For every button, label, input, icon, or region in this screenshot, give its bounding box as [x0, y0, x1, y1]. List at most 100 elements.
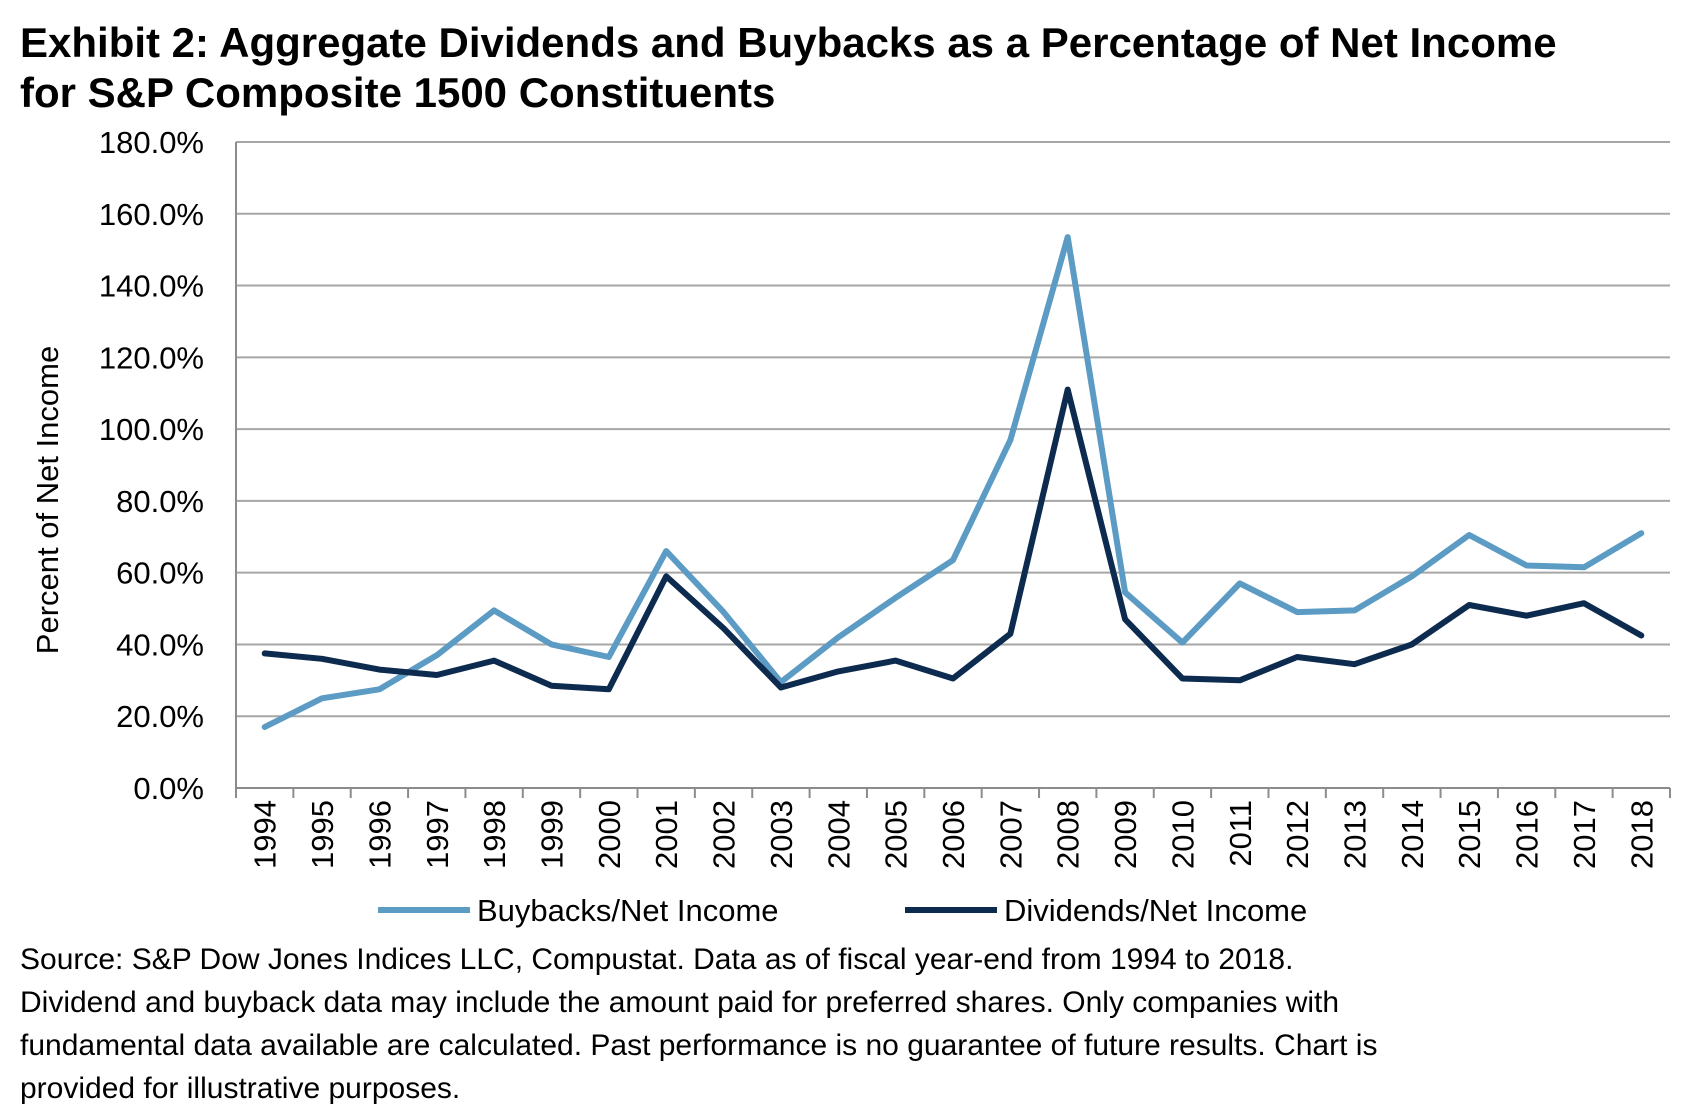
gridlines — [236, 141, 1670, 718]
source-note: Source: S&P Dow Jones Indices LLC, Compu… — [20, 938, 1690, 1110]
y-axis-tick-labels: 0.0% 20.0% 40.0% 60.0% 80.0% 100.0% 120.0% 140.… — [99, 125, 204, 806]
axes — [235, 142, 1671, 798]
chart-title: Exhibit 2: Aggregate Dividends and Buyba… — [20, 18, 1690, 118]
x-tick-label: 1997 — [420, 800, 455, 869]
data-point — [1065, 387, 1071, 393]
x-tick-label: 2001 — [649, 800, 684, 869]
x-tick-label: 2006 — [936, 800, 971, 869]
data-point — [1179, 640, 1185, 646]
y-tick-label: 60.0% — [116, 556, 204, 591]
x-tick-label: 1999 — [534, 800, 569, 869]
data-point — [434, 672, 440, 678]
data-point — [1065, 234, 1071, 240]
data-point — [606, 654, 612, 660]
data-point — [721, 625, 727, 631]
legend: Buybacks/Net Income Dividends/Net Income — [378, 893, 1307, 928]
data-point — [950, 557, 956, 563]
data-point — [1466, 602, 1472, 608]
series-line-buybacks — [261, 234, 1645, 730]
data-point — [1352, 607, 1358, 613]
data-point — [262, 724, 268, 730]
series-lines — [261, 234, 1645, 730]
data-point — [319, 695, 325, 701]
x-tick-label: 2007 — [993, 800, 1028, 869]
data-point — [893, 658, 899, 664]
data-point — [491, 607, 497, 613]
data-point — [950, 676, 956, 682]
x-tick-label: 1994 — [248, 800, 283, 869]
data-point — [491, 658, 497, 664]
data-point — [319, 656, 325, 662]
data-point — [663, 548, 669, 554]
y-axis-title: Percent of Net Income — [30, 346, 65, 654]
x-tick-label: 2011 — [1223, 800, 1258, 867]
data-point — [1638, 530, 1644, 536]
y-tick-label: 40.0% — [116, 627, 204, 662]
y-tick-label: 80.0% — [116, 484, 204, 519]
chart-title-line-2: for S&P Composite 1500 Constituents — [20, 69, 776, 116]
data-point — [893, 595, 899, 601]
data-point — [262, 650, 268, 656]
data-point — [548, 641, 554, 647]
y-tick-label: 100.0% — [99, 412, 204, 447]
x-tick-label: 2012 — [1280, 800, 1315, 869]
data-point — [376, 667, 382, 673]
legend-label-dividends: Dividends/Net Income — [1004, 893, 1307, 928]
data-point — [606, 686, 612, 692]
data-point — [1466, 532, 1472, 538]
x-tick-label: 2000 — [592, 800, 627, 869]
source-note-line-4: provided for illustrative purposes. — [20, 1072, 461, 1105]
x-axis-tick-labels: 1994 1995 1996 1997 1998 1999 2000 2001 2002 2003… — [248, 800, 1660, 869]
x-tick-label: 2002 — [707, 800, 742, 869]
data-point — [1524, 613, 1530, 619]
data-point — [1409, 573, 1415, 579]
data-point — [376, 686, 382, 692]
data-point — [548, 683, 554, 689]
data-point — [1294, 609, 1300, 615]
x-tick-label: 2008 — [1051, 800, 1086, 869]
data-point — [1409, 641, 1415, 647]
data-point — [1581, 564, 1587, 570]
data-point — [1007, 437, 1013, 443]
x-tick-label: 2003 — [764, 800, 799, 869]
x-tick-label: 2009 — [1108, 800, 1143, 869]
x-tick-label: 2005 — [879, 800, 914, 869]
data-point — [1179, 676, 1185, 682]
x-tick-label: 2018 — [1624, 800, 1659, 869]
source-note-line-1: Source: S&P Dow Jones Indices LLC, Compu… — [20, 943, 1294, 976]
data-point — [1122, 616, 1128, 622]
x-tick-label: 2016 — [1510, 800, 1545, 869]
x-tick-label: 2010 — [1165, 800, 1200, 869]
x-tick-label: 2014 — [1395, 800, 1430, 869]
x-tick-label: 2017 — [1567, 800, 1602, 869]
data-point — [434, 652, 440, 658]
data-point — [1007, 631, 1013, 637]
x-tick-label: 2015 — [1452, 800, 1487, 869]
y-tick-label: 140.0% — [99, 269, 204, 304]
data-point — [1524, 562, 1530, 568]
data-point — [1638, 632, 1644, 638]
line-chart: 0.0% 20.0% 40.0% 60.0% 80.0% 100.0% 120.0% 140.… — [30, 125, 1671, 928]
legend-label-buybacks: Buybacks/Net Income — [477, 893, 779, 928]
data-point — [1237, 580, 1243, 586]
y-tick-label: 120.0% — [99, 340, 204, 375]
data-point — [1122, 589, 1128, 595]
source-note-line-2: Dividend and buyback data may include th… — [20, 986, 1340, 1019]
y-tick-label: 160.0% — [99, 197, 204, 232]
chart-title-line-1: Exhibit 2: Aggregate Dividends and Buyba… — [20, 19, 1557, 66]
y-tick-label: 20.0% — [116, 699, 204, 734]
source-note-line-3: fundamental data available are calculate… — [20, 1029, 1378, 1062]
data-point — [778, 685, 784, 691]
data-point — [835, 668, 841, 674]
data-point — [1352, 661, 1358, 667]
x-tick-label: 2004 — [821, 800, 856, 869]
x-tick-label: 1998 — [477, 800, 512, 869]
y-tick-label: 0.0% — [133, 771, 204, 806]
x-tick-label: 1995 — [305, 800, 340, 869]
data-point — [1581, 600, 1587, 606]
data-point — [835, 634, 841, 640]
data-point — [1294, 654, 1300, 660]
data-point — [721, 609, 727, 615]
data-point — [663, 573, 669, 579]
x-tick-label: 2013 — [1338, 800, 1373, 869]
